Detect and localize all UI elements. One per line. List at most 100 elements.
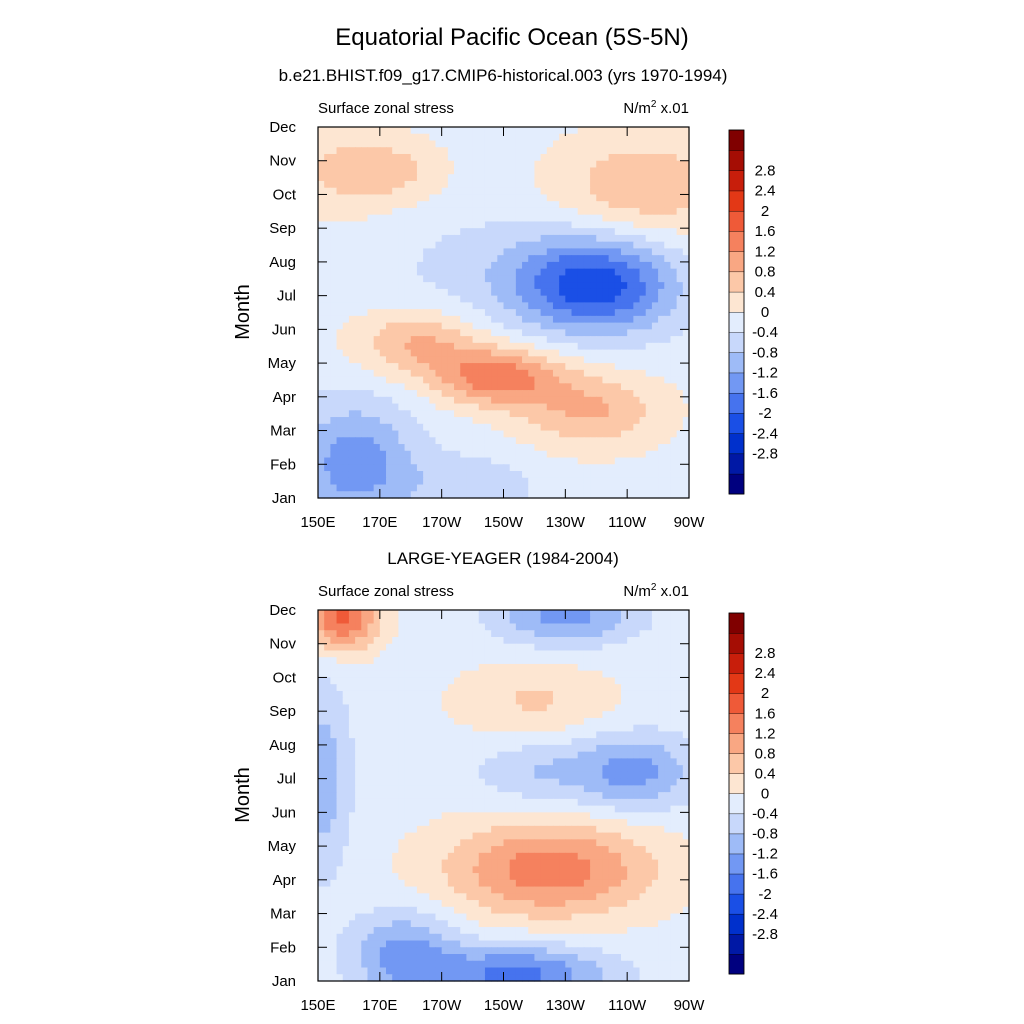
contour-cell [379, 758, 387, 766]
contour-cell [627, 657, 634, 665]
contour-cell [318, 275, 325, 283]
contour-cell [330, 336, 338, 344]
contour-cell [571, 309, 579, 317]
contour-cell [336, 261, 344, 270]
contour-cell [590, 180, 597, 189]
contour-cell [324, 390, 331, 398]
contour-cell [410, 630, 418, 638]
contour-cell [614, 390, 622, 398]
contour-cell [577, 704, 585, 712]
contour-cell [534, 697, 542, 706]
contour-cell [379, 484, 387, 492]
contour-cell [460, 610, 467, 618]
contour-cell [484, 677, 492, 685]
contour-cell [342, 309, 350, 317]
contour-cell [590, 268, 597, 276]
contour-cell [435, 744, 443, 753]
contour-cell [577, 207, 585, 216]
contour-cell [559, 342, 566, 351]
contour-cell [330, 477, 338, 486]
contour-cell [460, 636, 467, 645]
contour-cell [565, 241, 573, 250]
contour-cell [497, 241, 505, 250]
contour-cell [318, 491, 325, 499]
contour-cell [416, 329, 424, 337]
contour-cell [608, 268, 616, 276]
contour-cell [447, 410, 455, 418]
y-tick-label: Jan [272, 490, 296, 507]
contour-cell [534, 711, 542, 719]
contour-cell [651, 349, 659, 357]
contour-cell [367, 288, 375, 297]
contour-cell [565, 471, 573, 479]
contour-cell [318, 282, 325, 290]
contour-cell [404, 778, 412, 786]
contour-cell [571, 684, 579, 692]
contour-cell [540, 744, 548, 753]
contour-cell [571, 670, 579, 679]
contour-cell [639, 610, 647, 618]
contour-cell [472, 228, 480, 236]
contour-cell [336, 127, 344, 135]
contour-cell [318, 342, 325, 351]
contour-cell [608, 410, 616, 418]
contour-cell [583, 464, 591, 472]
contour-cell [559, 663, 566, 672]
contour-cell [645, 221, 653, 229]
contour-cell [379, 630, 387, 638]
contour-cell [546, 214, 554, 223]
contour-cell [583, 771, 591, 780]
contour-cell [664, 477, 672, 486]
contour-cell [590, 717, 597, 726]
contour-cell [559, 302, 566, 310]
contour-cell [540, 778, 548, 786]
contour-cell [361, 140, 369, 148]
contour-cell [645, 610, 653, 618]
contour-cell [614, 295, 622, 303]
contour-cell [509, 248, 517, 256]
contour-cell [497, 417, 505, 425]
contour-cell [497, 349, 505, 357]
contour-cell [633, 778, 641, 786]
contour-cell [651, 187, 659, 196]
contour-cell [386, 724, 393, 733]
contour-cell [361, 650, 369, 658]
contour-cell [503, 616, 511, 625]
contour-cell [676, 771, 684, 780]
contour-cell [484, 758, 492, 766]
contour-cell [404, 194, 412, 202]
contour-cell [515, 765, 523, 773]
contour-cell [367, 376, 375, 384]
contour-cell [472, 315, 480, 324]
contour-cell [608, 167, 616, 175]
contour-cell [565, 457, 573, 465]
contour-cell [559, 437, 566, 445]
contour-cell [416, 349, 424, 357]
contour-cell [577, 248, 585, 256]
contour-cell [478, 127, 486, 135]
contour-cell [416, 201, 424, 209]
contour-cell [596, 444, 604, 452]
contour-cell [392, 133, 399, 142]
contour-cell [454, 663, 461, 672]
contour-cell [583, 423, 591, 432]
contour-cell [546, 403, 554, 411]
contour-cell [639, 160, 647, 169]
contour-cell [509, 349, 517, 357]
contour-cell [478, 437, 486, 445]
contour-cell [348, 356, 356, 364]
contour-cell [639, 390, 647, 398]
contour-cell [515, 717, 523, 726]
contour-cell [330, 771, 338, 780]
contour-cell [583, 376, 591, 384]
contour-cell [676, 484, 684, 492]
contour-cell [454, 275, 461, 283]
contour-cell [355, 751, 362, 759]
contour-cell [577, 201, 585, 209]
contour-cell [614, 261, 622, 270]
contour-cell [633, 430, 641, 438]
contour-cell [503, 167, 511, 175]
contour-cell [497, 194, 505, 202]
contour-cell [522, 336, 529, 344]
contour-cell [571, 174, 579, 182]
